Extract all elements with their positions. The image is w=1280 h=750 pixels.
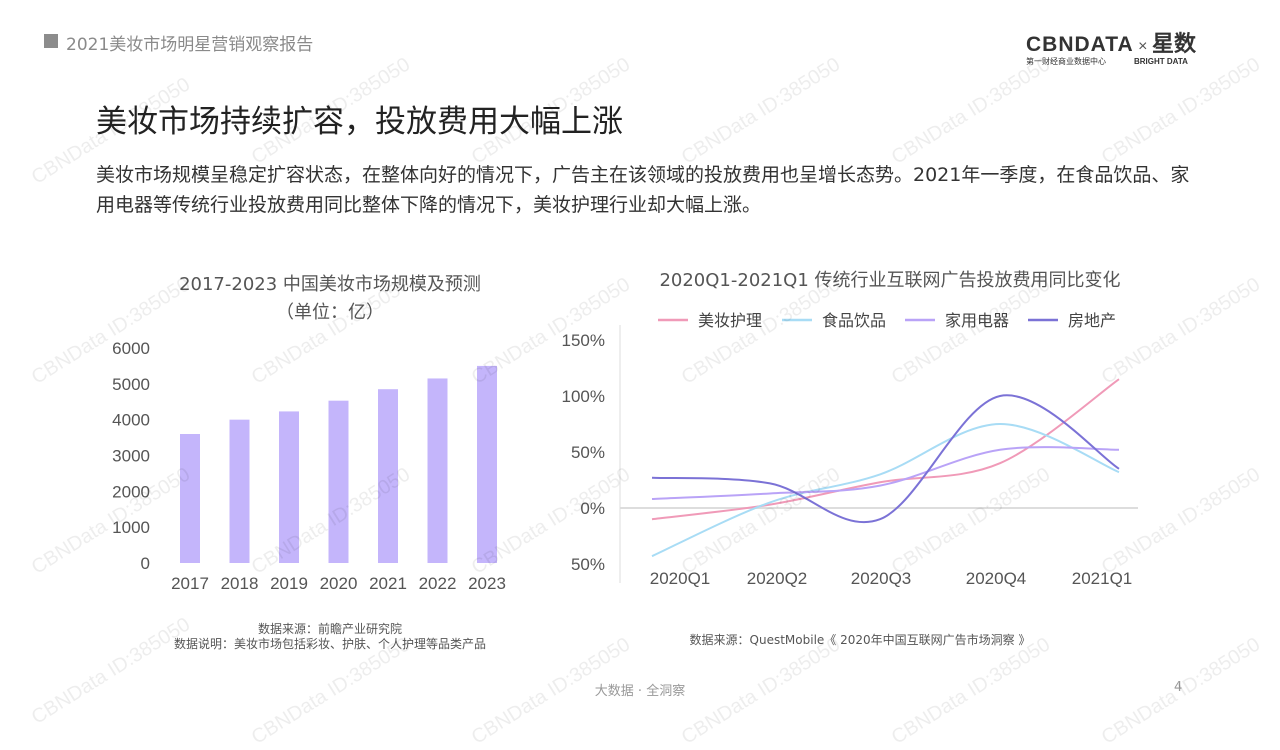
line-source: 数据来源：QuestMobile《 2020年中国互联网广告市场洞察 》 [689, 633, 1031, 647]
partner-sub: BRIGHT DATA [1134, 57, 1188, 66]
y-tick-label: 2000 [112, 482, 150, 501]
legend-label: 家用电器 [945, 312, 1009, 330]
legend-label: 房地产 [1068, 312, 1116, 330]
report-title: 2021美妆市场明星营销观察报告 [66, 35, 314, 55]
legend-label: 食品饮品 [822, 312, 886, 330]
watermark: CBNData ID:385050 [887, 53, 1055, 169]
logo: CBNDATA × 星数 第一财经商业数据中心 BRIGHT DATA [1026, 26, 1196, 67]
bar-2017 [180, 434, 200, 563]
y-tick-label: 100% [562, 387, 605, 406]
partner-logo: 星数 [1151, 31, 1196, 56]
watermark: CBNData ID:385050 [677, 53, 845, 169]
bar-note: 数据说明：美妆市场包括彩妆、护肤、个人护理等品类产品 [173, 637, 486, 651]
footer-text: 大数据 · 全洞察 [594, 684, 686, 699]
bar-source: 数据来源：前瞻产业研究院 [257, 622, 402, 636]
x-tick-label: 2021Q1 [1072, 569, 1133, 588]
x-tick-label: 2019 [270, 574, 308, 593]
x-tick-label: 2018 [221, 574, 259, 593]
bar-chart-subtitle: （单位：亿） [276, 302, 384, 323]
series-line-1 [651, 422, 1120, 558]
bar-2018 [229, 419, 250, 563]
watermark: CBNData ID:385050 [1097, 53, 1265, 169]
bar-chart: 0 1000 2000 3000 4000 5000 6000 2017 2018 2019 202… [112, 339, 506, 593]
y-tick-label: 0 [141, 554, 150, 573]
bar-2021 [378, 389, 398, 563]
x-tick-label: 2020 [320, 574, 358, 593]
page-number: 4 [1174, 680, 1183, 695]
x-tick-label: 2022 [419, 574, 457, 593]
brand-sub: 第一财经商业数据中心 [1026, 57, 1106, 66]
y-tick-label: 50% [571, 555, 605, 574]
x-tick-label: 2020Q3 [851, 569, 912, 588]
page-title: 美妆市场持续扩容，投放费用大幅上涨 [96, 104, 623, 140]
brand-logo: CBNDATA [1026, 33, 1134, 56]
y-tick-label: 0% [580, 499, 605, 518]
x-tick-label: 2021 [369, 574, 407, 593]
y-tick-label: 50% [571, 443, 605, 462]
y-tick-label: 5000 [112, 375, 150, 394]
series-line-3 [651, 394, 1120, 524]
series-line-0 [651, 378, 1120, 521]
x-tick-label: 2020Q2 [747, 569, 808, 588]
line-chart: 50% 0% 50% 100% 150% 2020Q1 2020Q2 2020Q3 2020Q4… [562, 312, 1138, 588]
bar-2022 [427, 378, 448, 563]
x-tick-label: 2020Q4 [966, 569, 1027, 588]
x-tick-label: 2023 [468, 574, 506, 593]
y-tick-label: 6000 [112, 339, 150, 358]
header-marker [44, 34, 58, 48]
y-tick-label: 4000 [112, 411, 150, 430]
bar-2020 [328, 400, 349, 563]
legend-label: 美妆护理 [698, 312, 762, 330]
bar-chart-title: 2017-2023 中国美妆市场规模及预测 [179, 274, 481, 295]
y-tick-label: 3000 [112, 447, 150, 466]
y-tick-label: 150% [562, 331, 605, 350]
y-tick-label: 1000 [112, 518, 150, 537]
series-line-2 [651, 446, 1120, 501]
bar-2023 [477, 365, 497, 563]
logo-times: × [1138, 38, 1148, 55]
line-chart-title: 2020Q1-2021Q1 传统行业互联网广告投放费用同比变化 [659, 270, 1121, 291]
description: 美妆市场规模呈稳定扩容状态，在整体向好的情况下，广告主在该领域的投放费用也呈增长… [96, 164, 1190, 216]
x-tick-label: 2020Q1 [650, 569, 711, 588]
bar-2019 [279, 411, 299, 563]
x-tick-label: 2017 [171, 574, 209, 593]
